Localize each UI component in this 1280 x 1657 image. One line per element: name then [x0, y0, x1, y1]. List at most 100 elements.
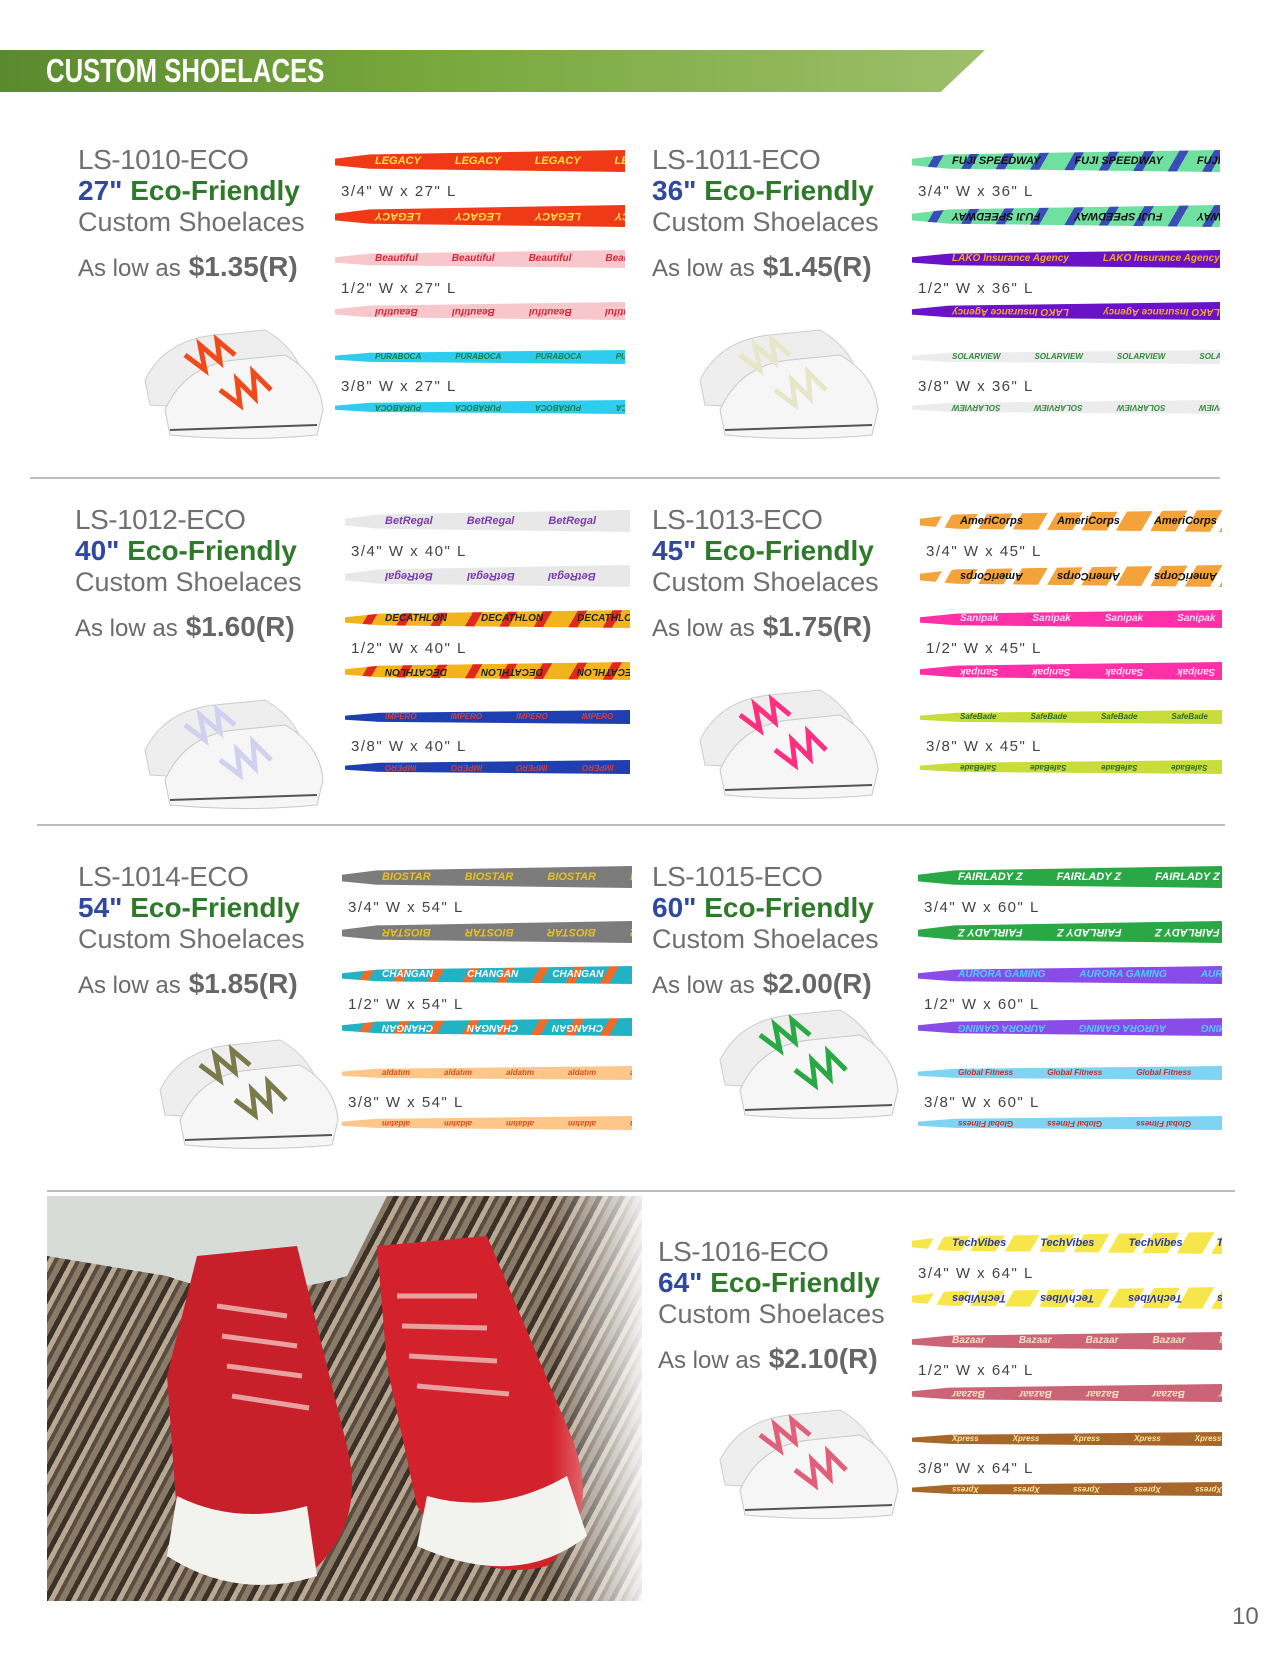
product-subtitle: Custom Shoelaces: [652, 207, 879, 237]
lace-logo: SafeBade: [960, 712, 997, 721]
lace-logo: LEGACY: [534, 155, 581, 167]
lace-logo: SafeBade: [1100, 763, 1138, 772]
lace-logo: Beautiful: [605, 306, 625, 317]
lace-logo: Beautiful: [528, 306, 572, 317]
eco-friendly-label: Eco-Friendly: [710, 1267, 880, 1298]
lace-logo: BIOSTAR: [464, 926, 514, 938]
lace-logo: FUJI SPEEDWAY: [952, 155, 1041, 167]
product-length: 27": [78, 175, 123, 206]
shoelace-samples: TechVibes TechVibes TechVibes TechVibes Tech…: [912, 1232, 1222, 1522]
lace-logo: AmeriCorps: [1056, 515, 1120, 527]
lace-logo: Xpress: [952, 1485, 979, 1494]
lace-size-label: 1/2" W x 60" L: [924, 996, 1040, 1013]
shoelace-sample: Global Fitness Global Fitness Global Fitne…: [918, 1116, 1222, 1130]
lace-size-label: 3/8" W x 45" L: [926, 738, 1042, 755]
lace-logo: SOLARVIEW: [1199, 352, 1220, 361]
lace-logo: AURORA GAMING: [1079, 1022, 1167, 1033]
sneaker-image: [125, 680, 325, 820]
price-line: As low as $1.45(R): [652, 251, 912, 283]
lace-logo: FAIRLADY Z: [958, 926, 1023, 938]
lace-logo: Bazaar: [1018, 1335, 1052, 1346]
lace-logo: SOLARVIEW: [1199, 403, 1220, 412]
product-length: 64": [658, 1267, 703, 1298]
eco-friendly-label: Eco-Friendly: [130, 892, 300, 923]
product-subtitle: Custom Shoelaces: [652, 567, 879, 597]
product-info: LS-1015-ECO 60" Eco-Friendly Custom Shoe…: [652, 862, 912, 1000]
eco-friendly-label: Eco-Friendly: [704, 175, 874, 206]
lace-logo: Beautiful: [375, 253, 418, 264]
lace-logo: AmeriCorps: [1153, 570, 1217, 582]
shoelace-sample: DECATHLONDECATHLONDECATHLONDECATHLONDECA…: [345, 662, 630, 680]
lace-size-label: 3/4" W x 45" L: [926, 543, 1042, 560]
lace-logo: FUJI SPEEDWAY: [1196, 210, 1220, 222]
lace-size-label: 3/8" W x 54" L: [348, 1094, 464, 1111]
red-sneakers-photo: [47, 1196, 642, 1601]
product-price: $1.85(R): [188, 968, 298, 999]
lace-logo: Xpress: [1194, 1485, 1222, 1494]
lace-logo: Xpress: [1012, 1485, 1040, 1494]
shoelace-sample: SOLARVIEWSOLARVIEWSOLARVIEWSOLARVIEWSOLA…: [912, 350, 1220, 364]
lace-logo: FAIRLADY Z: [1056, 926, 1122, 938]
product-length: 36": [652, 175, 697, 206]
lace-size-label: 3/4" W x 60" L: [924, 899, 1040, 916]
lace-logo: IMPERO: [516, 712, 548, 721]
product-price: $1.60(R): [185, 611, 295, 642]
lace-logo: Xpress: [1134, 1485, 1161, 1494]
lace-logo: LEGACY: [375, 155, 421, 167]
shoelace-sample: TechVibesTechVibesTechVibesTechVibesTech…: [912, 1232, 1222, 1254]
lace-logo: TechVibes: [1040, 1237, 1095, 1249]
as-low-as-label: As low as: [78, 972, 181, 999]
lace-logo: FUJI SPEEDWAY: [1196, 155, 1220, 167]
lace-size-label: 3/4" W x 27" L: [341, 183, 457, 200]
lace-logo: DECATHLON: [577, 666, 630, 677]
shoelace-sample: LEGACYLEGACYLEGACYLEGACYLEGACY: [335, 150, 625, 172]
lace-logo: Bazaar: [952, 1335, 985, 1346]
shoelace-sample: Bazaar Bazaar Bazaar Bazaar Bazaar: [912, 1384, 1222, 1402]
product-subtitle: Custom Shoelaces: [652, 924, 879, 954]
lace-logo: Bazaar: [1018, 1388, 1052, 1399]
product-subtitle: Custom Shoelaces: [75, 567, 302, 597]
product-length: 45": [652, 535, 697, 566]
lace-logo: aldatım: [444, 1068, 473, 1077]
lace-logo: LAKO Insurance Agency: [1102, 306, 1220, 317]
lace-size-label: 1/2" W x 64" L: [918, 1362, 1034, 1379]
lace-logo: BetRegal: [548, 570, 597, 582]
lace-logo: PURABOCA: [455, 403, 502, 412]
shoelace-sample: aldatım aldatım aldatım aldatım aldatım: [342, 1116, 632, 1130]
shoelace-samples: BIOSTAR BIOSTAR BIOSTAR BIOSTAR BIOSTAR BIOST…: [342, 866, 632, 1156]
divider: [30, 477, 1220, 479]
lace-logo: PURABOCA: [375, 352, 422, 361]
lace-size-label: 1/2" W x 36" L: [918, 280, 1034, 297]
product-title: 64" Eco-Friendly: [658, 1267, 918, 1299]
lace-logo: AURORA GAMING: [958, 1022, 1046, 1033]
lace-logo: FUJI SPEEDWAY: [952, 210, 1041, 222]
shoelace-samples: BetRegal BetRegal BetRegal BetRegal BetRegal…: [345, 510, 630, 800]
lace-logo: aldatım: [382, 1068, 411, 1077]
product-length: 60": [652, 892, 697, 923]
lace-logo: BIOSTAR: [382, 926, 431, 938]
product-title: 54" Eco-Friendly: [78, 892, 338, 924]
as-low-as-label: As low as: [78, 255, 181, 282]
lace-logo: aldatım: [444, 1119, 473, 1128]
lace-logo: CHANGAN: [552, 969, 604, 980]
lace-logo: Bazaar: [1085, 1388, 1119, 1399]
lace-logo: Global Fitness: [1136, 1068, 1192, 1077]
lace-logo: SafeBade: [1030, 763, 1067, 772]
lace-logo: AmeriCorps: [1056, 570, 1120, 582]
lace-logo: DECATHLON: [481, 666, 544, 677]
shoelace-samples: FUJI SPEEDWAY FUJI SPEEDWAY FUJI SPEEDWAY F…: [912, 150, 1220, 440]
shoelace-sample: AmeriCorpsAmeriCorpsAmeriCorpsAmeriCorps…: [920, 510, 1222, 532]
price-line: As low as $2.10(R): [658, 1343, 918, 1375]
lace-logo: FUJI SPEEDWAY: [1074, 210, 1163, 222]
lace-logo: LEGACY: [614, 210, 625, 222]
lace-logo: aldatım: [382, 1119, 411, 1128]
product-subtitle: Custom Shoelaces: [78, 207, 305, 237]
lace-logo: DECATHLON: [481, 613, 544, 624]
shoelace-sample: Xpress Xpress Xpress Xpress Xpress: [912, 1432, 1222, 1446]
